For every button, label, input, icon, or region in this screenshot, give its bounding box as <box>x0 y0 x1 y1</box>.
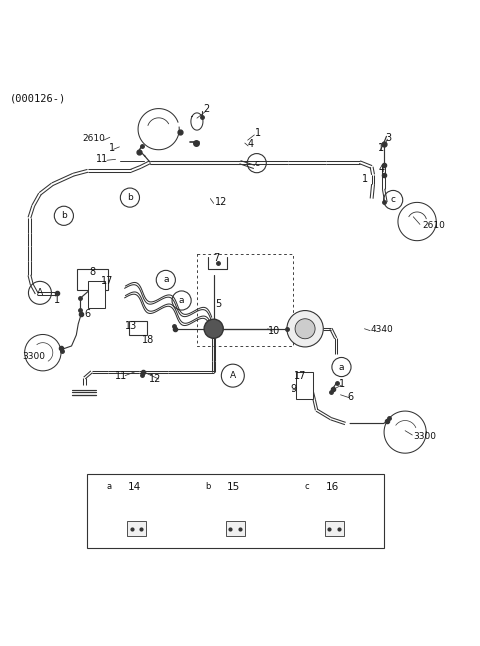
Text: b: b <box>61 211 67 220</box>
Text: 9: 9 <box>290 384 297 394</box>
Bar <box>296 372 313 399</box>
Text: 3300: 3300 <box>23 352 46 361</box>
Text: 12: 12 <box>215 197 227 207</box>
Text: 2610: 2610 <box>82 134 105 143</box>
Text: 5: 5 <box>216 299 222 309</box>
Text: A: A <box>37 288 43 297</box>
Text: 4: 4 <box>248 140 253 149</box>
Text: 1: 1 <box>339 379 346 390</box>
Text: 1: 1 <box>255 128 261 138</box>
Text: b: b <box>127 193 133 202</box>
Text: 4: 4 <box>379 164 385 174</box>
Text: 18: 18 <box>142 335 154 345</box>
Text: 3: 3 <box>385 133 391 143</box>
Text: 11: 11 <box>96 154 108 164</box>
Text: b: b <box>205 483 210 492</box>
Text: 12: 12 <box>149 374 161 384</box>
Text: 1: 1 <box>378 143 384 153</box>
Text: c: c <box>304 483 309 492</box>
Text: 10: 10 <box>268 326 281 336</box>
Circle shape <box>295 318 315 339</box>
Text: A: A <box>230 371 236 380</box>
Text: c: c <box>254 159 259 168</box>
Text: 11: 11 <box>115 371 128 380</box>
Bar <box>87 474 384 548</box>
Text: 3300: 3300 <box>413 432 436 441</box>
Bar <box>129 321 147 335</box>
Text: c: c <box>391 196 396 205</box>
Circle shape <box>287 311 323 347</box>
Text: 8: 8 <box>90 267 96 276</box>
Bar <box>88 282 105 307</box>
Bar <box>324 521 344 536</box>
Text: 17: 17 <box>101 276 114 286</box>
Text: a: a <box>339 362 344 371</box>
Text: 16: 16 <box>326 482 339 492</box>
Text: 1: 1 <box>362 174 369 184</box>
Bar <box>77 269 108 291</box>
Text: a: a <box>163 275 168 284</box>
Text: 6: 6 <box>347 392 353 402</box>
Circle shape <box>204 319 223 339</box>
Bar <box>226 521 245 536</box>
Text: a: a <box>179 296 184 305</box>
Text: 2: 2 <box>204 103 210 114</box>
Text: 4340: 4340 <box>371 325 394 334</box>
Text: 1: 1 <box>108 143 115 153</box>
Text: 17: 17 <box>294 371 306 381</box>
Text: 7: 7 <box>213 253 219 264</box>
Text: a: a <box>106 483 111 492</box>
Text: 14: 14 <box>128 482 142 492</box>
Bar <box>127 521 146 536</box>
Text: 13: 13 <box>125 321 137 331</box>
Text: 15: 15 <box>227 482 240 492</box>
Text: (000126-): (000126-) <box>10 93 67 103</box>
Text: 6: 6 <box>85 309 91 319</box>
Text: 1: 1 <box>54 295 60 305</box>
Text: 2610: 2610 <box>422 221 445 230</box>
